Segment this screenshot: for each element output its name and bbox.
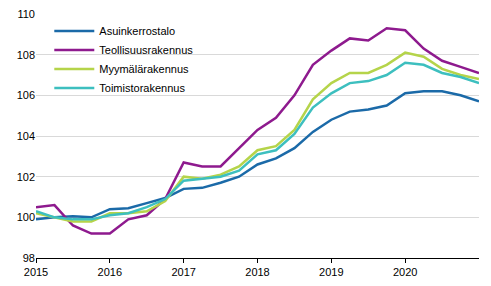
svg-text:Myymälärakennus: Myymälärakennus: [99, 63, 189, 75]
svg-text:100: 100: [17, 211, 35, 223]
svg-text:2017: 2017: [171, 266, 195, 278]
svg-text:2016: 2016: [98, 266, 122, 278]
svg-text:110: 110: [17, 8, 35, 20]
svg-text:106: 106: [17, 89, 35, 101]
svg-text:98: 98: [23, 252, 35, 264]
svg-text:2018: 2018: [245, 266, 269, 278]
svg-text:Toimistorakennus: Toimistorakennus: [99, 82, 185, 94]
svg-text:Teollisuusrakennus: Teollisuusrakennus: [99, 44, 193, 56]
svg-text:104: 104: [17, 130, 35, 142]
svg-text:102: 102: [17, 171, 35, 183]
svg-text:2019: 2019: [319, 266, 343, 278]
svg-text:2020: 2020: [393, 266, 417, 278]
svg-text:108: 108: [17, 49, 35, 61]
svg-text:Asuinkerrostalo: Asuinkerrostalo: [99, 25, 175, 37]
svg-text:2015: 2015: [24, 266, 48, 278]
